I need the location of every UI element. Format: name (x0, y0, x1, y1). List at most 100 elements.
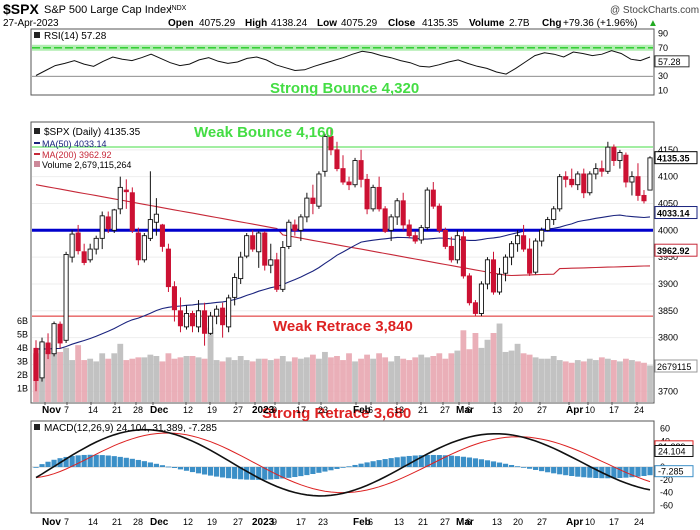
open-label: Open (168, 18, 194, 29)
candle-body (376, 186, 382, 210)
candle-body (436, 205, 442, 231)
macd-tick-label: -60 (660, 501, 673, 511)
volume-bar (424, 357, 431, 402)
volume-bar (490, 333, 497, 402)
volume-bar (231, 360, 238, 402)
candle-body (189, 313, 196, 327)
candle (521, 224, 527, 252)
candle-body (599, 168, 605, 172)
candle-body (135, 232, 141, 261)
volume-bar (141, 357, 148, 402)
volume-bar (544, 358, 551, 402)
candle (244, 232, 250, 259)
candle (141, 232, 147, 263)
volume-legend-swatch (34, 161, 40, 167)
macd-histogram-bar (647, 467, 653, 476)
low-value: 4075.29 (341, 18, 378, 29)
macd-histogram-bar (141, 461, 147, 467)
price-tick-label: 4050 (658, 198, 678, 208)
macd-histogram-bar (123, 457, 129, 467)
xaxis-label-bottom: 13 (394, 517, 404, 527)
macd-histogram-bar (262, 467, 268, 480)
candle-body (165, 248, 171, 288)
chg-arrow-icon: ▲ (648, 18, 658, 29)
macd-histogram-bar (581, 467, 587, 478)
candle (45, 333, 51, 360)
annotation-label: Strong Bounce 4,320 (270, 80, 419, 97)
candle-body (177, 310, 184, 327)
candle-body (388, 216, 394, 231)
macd-histogram-bar (238, 467, 244, 480)
high-label: High (245, 18, 267, 29)
last-price-tag: 4135.35 (654, 151, 698, 165)
volume-bar (352, 361, 358, 402)
macd-histogram-bar (316, 467, 322, 473)
rsi-last-label: 57.28 (658, 57, 681, 67)
rsi-layer: 907050301057.28 (32, 29, 690, 95)
macd-histogram-bar (364, 462, 370, 467)
xaxis-label-bottom: 27 (537, 517, 547, 527)
chg-value: +79.36 (+1.96%) (563, 18, 638, 29)
volume-bar (81, 360, 88, 402)
candle (232, 273, 238, 306)
macd-histogram-bar (448, 455, 454, 467)
volume-bar (460, 330, 467, 402)
candle (147, 171, 153, 242)
volume-bar (442, 358, 449, 402)
xaxis-label-top: Nov (42, 405, 61, 416)
macd-histogram-bar (274, 467, 280, 480)
candle (33, 340, 39, 392)
volume-bar (243, 360, 250, 402)
candle (436, 203, 442, 233)
price-tick-label: 4150 (658, 145, 678, 155)
rsi-legend: RSI(14) 57.28 (34, 31, 107, 42)
volume-bar (635, 361, 641, 402)
candle (635, 163, 641, 201)
candle (587, 171, 593, 196)
volume-bar (617, 361, 623, 402)
candle-body (394, 200, 400, 218)
volume-tick-label: 4B (17, 343, 28, 353)
candle (135, 227, 141, 266)
candle (623, 152, 629, 188)
last-price-tag-box (654, 151, 698, 165)
candle (328, 128, 334, 156)
candle-body (45, 342, 51, 355)
macd-histogram-bar (545, 467, 551, 473)
macd-histogram-bar (460, 456, 466, 467)
candle-body (250, 235, 256, 250)
xaxis-label-top: 23 (318, 405, 328, 415)
candle-body (629, 176, 635, 183)
volume-bar (195, 357, 202, 402)
volume-bar (358, 358, 364, 402)
candle-body (454, 235, 460, 261)
volume-tag-box (654, 359, 698, 373)
macd-histogram-bar (508, 464, 515, 467)
volume-tick-label: 6B (17, 316, 28, 326)
volume-bar (177, 357, 184, 402)
macd-histogram-bar (304, 467, 310, 476)
xaxis-label-top: 6 (368, 405, 373, 415)
xaxis-label-bottom: Apr (566, 517, 583, 528)
candle (502, 254, 509, 282)
price-legend: $SPX (Daily) 4135.35 MA(50) 4033.14 MA(2… (34, 127, 141, 170)
macd-tick-label: -20 (660, 475, 673, 485)
volume-bar (418, 354, 425, 402)
close-label: Close (388, 18, 416, 29)
macd-histogram-bar (520, 467, 527, 468)
candle-body (647, 157, 653, 191)
candle (189, 310, 196, 333)
candle (400, 192, 406, 231)
macd-histogram-bar (45, 461, 51, 467)
candle-body (57, 323, 63, 344)
macd-histogram-bar (111, 456, 117, 467)
volume-bar (63, 347, 69, 402)
rsi-tick-label: 10 (658, 85, 668, 95)
macd-histogram-bar (394, 457, 400, 467)
candle (201, 302, 208, 346)
xaxis-label-bottom: 24 (634, 517, 644, 527)
candle (472, 300, 478, 317)
annotation-label: Strong Retrace 3,680 (262, 405, 411, 422)
candle-body (232, 277, 238, 298)
xaxis-label-bottom: 10 (585, 517, 595, 527)
